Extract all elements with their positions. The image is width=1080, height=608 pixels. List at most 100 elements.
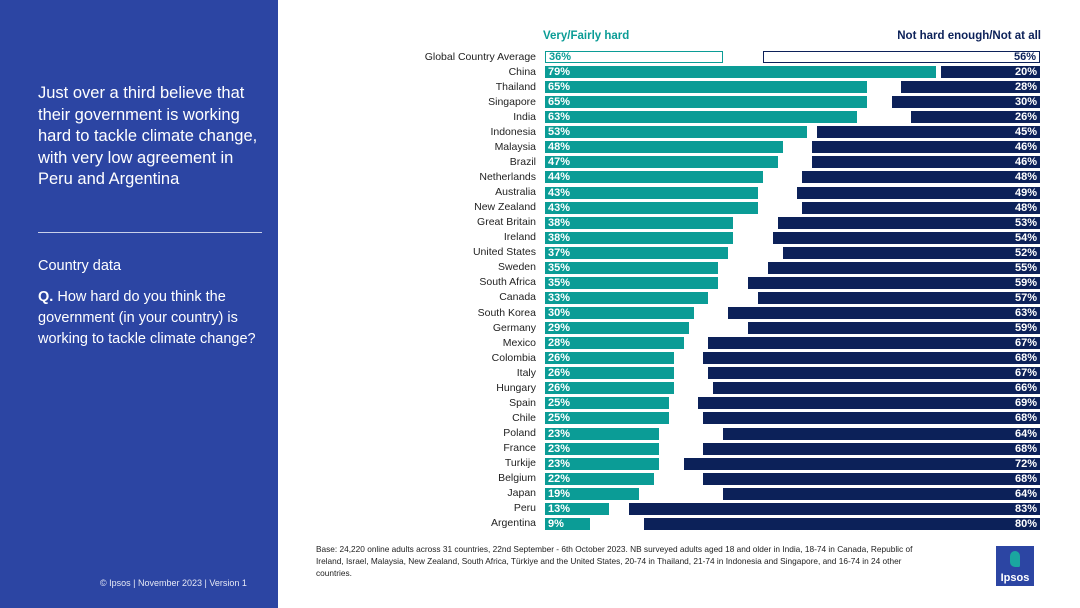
bar-hard: 63% — [545, 111, 857, 124]
bar-hard: 35% — [545, 276, 719, 289]
bar-not-hard: 45% — [817, 126, 1040, 139]
bar-hard: 79% — [545, 66, 937, 79]
category-label: Peru — [513, 502, 536, 515]
bar-not-hard: 54% — [772, 231, 1040, 244]
bar-hard: 38% — [545, 216, 734, 229]
bar-hard: 26% — [545, 367, 674, 380]
category-label: Poland — [503, 427, 536, 439]
bar-not-hard: 52% — [782, 246, 1040, 259]
category-label: Great Britain — [477, 216, 536, 229]
bar-not-hard: 83% — [629, 502, 1040, 515]
bar-hard: 23% — [545, 457, 659, 470]
logo-text: Ipsos — [1000, 572, 1030, 584]
legend-hard: Very/Fairly hard — [543, 30, 630, 42]
bar-not-hard: 80% — [644, 517, 1040, 530]
bar-not-hard: 56% — [762, 51, 1040, 63]
bar-not-hard: 59% — [747, 276, 1040, 289]
bar-hard: 23% — [545, 442, 659, 455]
category-label: Turkije — [504, 457, 536, 470]
bar-hard: 48% — [545, 141, 783, 154]
category-label: Netherlands — [479, 170, 536, 183]
bar-hard: 25% — [545, 397, 669, 410]
bar-not-hard: 48% — [802, 171, 1040, 184]
category-label: Japan — [507, 487, 536, 500]
bar-hard: 44% — [545, 171, 763, 184]
bar-not-hard: 64% — [723, 427, 1040, 440]
question-body: How hard do you think the government (in… — [38, 289, 256, 347]
bar-not-hard: 68% — [703, 352, 1040, 365]
bar-not-hard: 20% — [941, 66, 1040, 79]
category-label: Brazil — [509, 155, 536, 168]
category-label: Sweden — [498, 261, 536, 274]
bar-hard: 38% — [545, 231, 734, 244]
category-label: Argentina — [491, 517, 536, 530]
bar-hard: 22% — [545, 472, 654, 485]
bar-not-hard: 28% — [901, 81, 1040, 94]
bar-hard: 53% — [545, 126, 808, 139]
bar-hard: 65% — [545, 81, 867, 94]
bar-hard: 25% — [545, 412, 669, 425]
bar-hard: 13% — [545, 502, 610, 515]
category-label: Thailand — [495, 80, 536, 93]
bar-not-hard: 69% — [698, 397, 1040, 410]
category-label: Global Country Average — [424, 50, 536, 63]
bar-hard: 43% — [545, 201, 758, 214]
bar-not-hard: 68% — [703, 472, 1040, 485]
section-label: Country data — [38, 258, 122, 274]
category-label: Spain — [509, 396, 536, 409]
bar-not-hard: 26% — [911, 111, 1040, 124]
category-label: Colombia — [491, 351, 536, 364]
category-label: Malaysia — [494, 140, 536, 153]
category-label: Indonesia — [490, 125, 536, 138]
category-label: New Zealand — [474, 201, 536, 214]
category-label: Ireland — [503, 231, 536, 244]
base-note: Base: 24,220 online adults across 31 cou… — [316, 544, 913, 578]
category-label: South Africa — [479, 276, 536, 289]
bar-hard: 28% — [545, 337, 684, 350]
bar-hard: 36% — [545, 51, 724, 63]
bar-not-hard: 55% — [767, 261, 1040, 274]
bar-not-hard: 46% — [812, 156, 1040, 169]
bar-hard: 9% — [545, 517, 590, 530]
category-label: South Korea — [477, 306, 536, 319]
bar-hard: 35% — [545, 261, 719, 274]
divider — [38, 232, 262, 233]
category-label: Italy — [516, 366, 536, 379]
bar-not-hard: 49% — [797, 186, 1040, 199]
category-label: China — [508, 65, 536, 78]
bar-not-hard: 48% — [802, 201, 1040, 214]
headline: Just over a third believe that their gov… — [38, 84, 258, 188]
bar-hard: 30% — [545, 307, 694, 320]
bar-hard: 47% — [545, 156, 778, 169]
legend-not-hard: Not hard enough/Not at all — [897, 30, 1041, 42]
category-label: India — [513, 110, 536, 123]
bar-hard: 65% — [545, 96, 867, 109]
category-label: Germany — [492, 321, 536, 334]
category-label: Belgium — [498, 472, 536, 485]
bar-not-hard: 67% — [708, 367, 1040, 380]
bar-not-hard: 68% — [703, 412, 1040, 425]
category-label: France — [503, 442, 536, 455]
category-label: United States — [472, 246, 536, 259]
bar-not-hard: 72% — [683, 457, 1040, 470]
ipsos-logo: Ipsos — [996, 546, 1034, 586]
category-label: Chile — [512, 411, 536, 424]
bar-not-hard: 57% — [757, 291, 1040, 304]
bar-not-hard: 63% — [728, 307, 1040, 320]
bar-not-hard: 30% — [891, 96, 1040, 109]
category-label: Singapore — [488, 95, 536, 108]
bar-hard: 26% — [545, 352, 674, 365]
bar-not-hard: 67% — [708, 337, 1040, 350]
question-prefix: Q. — [38, 289, 54, 305]
bar-hard: 26% — [545, 382, 674, 395]
question-text: Q. How hard do you think the government … — [38, 287, 268, 350]
bar-not-hard: 68% — [703, 442, 1040, 455]
left-panel: Just over a third believe that their gov… — [0, 0, 278, 608]
bar-not-hard: 64% — [723, 487, 1040, 500]
category-label: Mexico — [502, 336, 536, 349]
logo-head-icon — [1010, 551, 1020, 567]
bar-not-hard: 46% — [812, 141, 1040, 154]
bar-hard: 29% — [545, 322, 689, 335]
footer-text: © Ipsos | November 2023 | Version 1 — [100, 578, 247, 588]
